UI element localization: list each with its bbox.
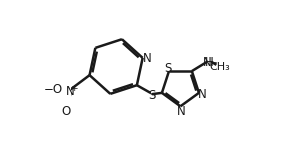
Text: O: O <box>61 105 70 118</box>
Text: +: + <box>70 84 77 93</box>
Text: N: N <box>198 88 207 101</box>
Text: N: N <box>66 85 74 98</box>
Text: −O: −O <box>44 83 63 96</box>
Text: N: N <box>177 105 186 118</box>
Text: CH₃: CH₃ <box>210 61 231 72</box>
Text: S: S <box>149 89 156 102</box>
Text: N: N <box>203 56 212 69</box>
Text: N: N <box>142 52 151 65</box>
Text: H: H <box>205 56 214 69</box>
Text: S: S <box>164 62 172 75</box>
